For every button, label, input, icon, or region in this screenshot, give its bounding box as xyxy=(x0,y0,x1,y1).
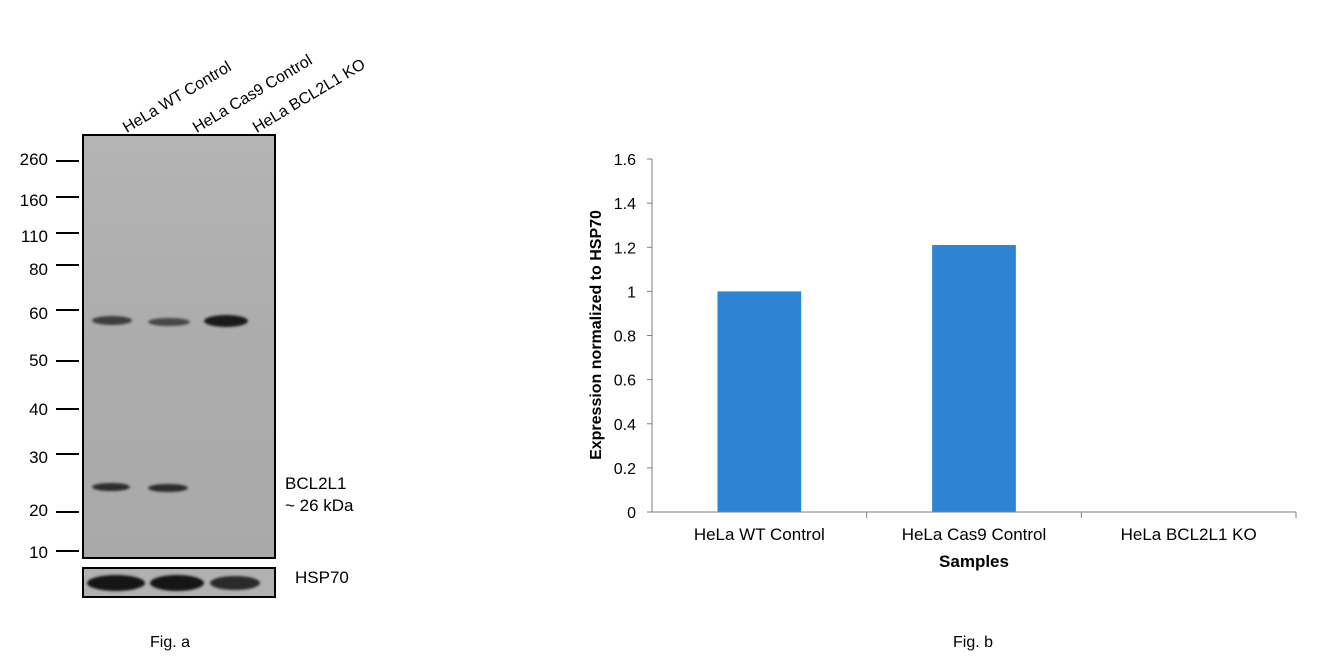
mw-label-40: 40 xyxy=(29,400,48,419)
figure-a-caption: Fig. a xyxy=(150,634,191,651)
y-tick-label: 0.2 xyxy=(614,461,636,478)
mw-tick-30 xyxy=(56,453,79,455)
mw-tick-10 xyxy=(56,550,79,552)
mw-label-20: 20 xyxy=(29,501,48,520)
y-tick-label: 1.2 xyxy=(614,240,636,257)
mw-label-110: 110 xyxy=(20,227,48,246)
mw-tick-50 xyxy=(56,360,79,362)
mw-tick-160 xyxy=(56,196,79,198)
loading-control-label: HSP70 xyxy=(295,568,349,587)
band-hsp70-ko xyxy=(210,576,260,590)
bar-1 xyxy=(932,245,1016,512)
mw-tick-60 xyxy=(56,309,79,311)
mw-tick-260 xyxy=(56,160,79,162)
target-protein-label: BCL2L1 xyxy=(285,474,347,493)
mw-label-50: 50 xyxy=(29,351,48,370)
chart-svg: 0 0.2 0.4 0.6 0.8 1 1.2 1.4 1.6 HeLa WT Control H… xyxy=(588,152,1297,571)
band-hsp70-cas9 xyxy=(150,575,204,591)
x-category-label: HeLa WT Control xyxy=(694,525,825,544)
band-upper-ko xyxy=(204,315,248,327)
figure-a-western-blot: HeLa WT Control HeLa Cas9 Control HeLa B… xyxy=(0,0,470,666)
band-upper-wt xyxy=(92,316,132,325)
mw-label-260: 260 xyxy=(19,150,48,169)
mw-tick-110 xyxy=(56,232,79,234)
x-category-label: HeLa BCL2L1 KO xyxy=(1121,525,1257,544)
mw-tick-40 xyxy=(56,408,79,410)
blot-membrane-bcl2l1 xyxy=(82,134,276,559)
y-tick-label: 1.4 xyxy=(614,196,636,213)
band-bcl2l1-cas9 xyxy=(148,484,188,492)
mw-label-60: 60 xyxy=(29,304,48,323)
x-category-label: HeLa Cas9 Control xyxy=(902,525,1047,544)
mw-label-160: 160 xyxy=(19,191,48,210)
band-bcl2l1-wt xyxy=(92,483,130,491)
mw-label-30: 30 xyxy=(29,448,48,467)
y-tick-label: 0.6 xyxy=(614,373,636,390)
mw-label-80: 80 xyxy=(29,260,48,279)
y-tick-label: 1 xyxy=(627,284,636,301)
band-upper-cas9 xyxy=(148,318,190,326)
mw-tick-20 xyxy=(56,511,79,513)
figure-b-bar-chart: 0 0.2 0.4 0.6 0.8 1 1.2 1.4 1.6 HeLa WT Control H… xyxy=(560,130,1319,651)
mw-tick-80 xyxy=(56,264,79,266)
y-axis-label: Expression normalized to HSP70 xyxy=(588,210,605,460)
figure-b-caption: Fig. b xyxy=(953,634,994,651)
mw-label-10: 10 xyxy=(29,543,48,562)
x-axis-label: Samples xyxy=(939,552,1009,571)
bar-0 xyxy=(717,291,802,512)
y-tick-label: 1.6 xyxy=(614,152,636,169)
y-tick-label: 0 xyxy=(627,505,636,522)
y-tick-label: 0.4 xyxy=(614,417,636,434)
y-tick-label: 0.8 xyxy=(614,329,636,346)
blot-membrane-hsp70 xyxy=(82,567,276,598)
target-size-label: ~ 26 kDa xyxy=(285,496,354,515)
band-hsp70-wt xyxy=(87,575,145,591)
